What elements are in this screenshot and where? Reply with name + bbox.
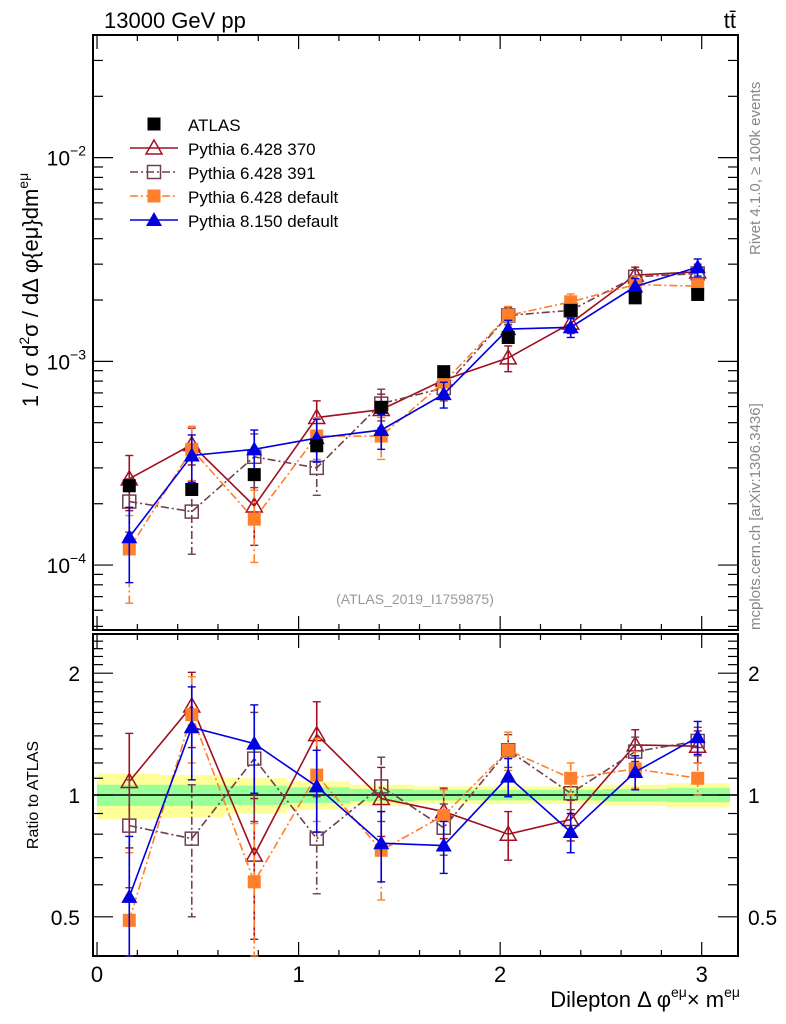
legend-label: Pythia 6.428 391 <box>188 164 316 183</box>
legend-label: Pythia 6.428 370 <box>188 140 316 159</box>
data-point <box>628 291 642 305</box>
y-tick-label: 10−3 <box>47 346 87 374</box>
data-point <box>246 441 263 456</box>
data-point <box>374 400 388 414</box>
main-panel: 10−4 10−3 10−2 <box>47 34 739 631</box>
data-point <box>373 835 390 850</box>
chart-title-right: tt̄ <box>724 8 736 33</box>
series-line <box>128 271 698 508</box>
data-point <box>691 771 705 785</box>
data-point <box>627 763 644 778</box>
data-point <box>691 287 705 301</box>
legend-item-atlas: ATLAS <box>147 116 241 135</box>
rivet-label: Rivet 4.1.0, ≥ 100k events <box>747 82 764 255</box>
legend-item-p6_default: Pythia 6.428 default <box>130 188 339 207</box>
data-point <box>247 875 261 889</box>
data-point <box>498 348 518 365</box>
y-tick-label-right: 1 <box>748 785 760 808</box>
y-tick-label: 10−4 <box>47 550 87 578</box>
data-point <box>121 888 138 903</box>
data-point <box>689 259 706 274</box>
analysis-label: (ATLAS_2019_I1759875) <box>336 591 494 607</box>
data-point <box>183 447 200 462</box>
x-axis-label: Dilepton Δ φeμ× meμ <box>550 984 740 1012</box>
series-line <box>129 272 698 513</box>
data-point <box>437 808 451 822</box>
series-line <box>128 266 698 538</box>
series-p6_391 <box>122 265 705 555</box>
data-point <box>501 308 515 322</box>
x-tick-label: 0 <box>91 962 103 987</box>
series-p6_370 <box>119 262 707 547</box>
legend-marker <box>146 212 162 226</box>
data-point <box>183 719 200 734</box>
data-point <box>247 512 261 526</box>
data-point <box>185 482 199 496</box>
data-point <box>562 319 579 334</box>
x-tick-label: 1 <box>292 962 304 987</box>
data-point <box>437 365 451 379</box>
svg-text:1 / σ d2σ / dΔ φ{eμ}dmeμ: 1 / σ d2σ / dΔ φ{eμ}dmeμ <box>15 173 43 407</box>
series-line <box>128 712 698 921</box>
y-tick-label-right: 0.5 <box>748 907 777 930</box>
data-point <box>122 479 136 493</box>
data-point <box>373 779 389 794</box>
series-p8_default <box>121 686 706 957</box>
data-point <box>310 439 324 453</box>
data-point <box>184 504 200 519</box>
data-point <box>435 837 452 852</box>
series-p6_default <box>122 275 705 604</box>
data-point <box>122 818 137 833</box>
data-point <box>121 529 138 544</box>
data-point <box>435 386 452 401</box>
data-point <box>564 771 578 785</box>
legend-item-p6_391: Pythia 6.428 391 <box>130 164 316 183</box>
data-point <box>627 278 644 293</box>
legend-marker <box>147 189 161 203</box>
ratio-panel: 0 1 2 3 0.5 0.5 1 1 2 2 <box>51 633 777 987</box>
series-atlas <box>122 287 705 496</box>
chart-title-left: 13000 GeV pp <box>104 8 246 33</box>
main-y-axis-label: 1 / σ d2σ / dΔ φ{eμ}dmeμ <box>15 173 43 407</box>
main-frame <box>92 34 739 631</box>
legend-label: Pythia 6.428 default <box>188 188 339 207</box>
series-line <box>128 283 698 550</box>
y-tick-label: 2 <box>68 663 80 686</box>
y-tick-label-right: 2 <box>748 663 760 686</box>
legend-label: ATLAS <box>188 116 241 135</box>
legend-item-p6_370: Pythia 6.428 370 <box>130 138 316 159</box>
data-point <box>501 330 515 344</box>
legend-label: Pythia 8.150 default <box>188 212 339 231</box>
data-point <box>373 422 390 437</box>
svg-text:Dilepton Δ φeμ× meμ: Dilepton Δ φeμ× meμ <box>550 984 740 1012</box>
data-point <box>689 729 706 744</box>
legend-marker <box>144 138 164 155</box>
data-point <box>246 735 263 750</box>
data-point <box>501 743 515 757</box>
series-line <box>128 726 699 898</box>
data-point <box>371 789 391 806</box>
legend-item-p8_default: Pythia 8.150 default <box>130 212 339 231</box>
data-point <box>184 831 200 846</box>
legend: ATLAS Pythia 6.428 370 Pythia 6.428 391 Pyt… <box>130 116 339 231</box>
x-tick-label: 3 <box>696 962 708 987</box>
data-point <box>564 303 578 317</box>
data-point <box>247 468 261 482</box>
data-point <box>498 824 518 841</box>
data-point <box>308 778 325 793</box>
series-line <box>128 704 698 858</box>
data-point <box>562 824 579 839</box>
legend-marker <box>146 164 162 180</box>
y-tick-label: 1 <box>68 785 80 808</box>
x-tick-label: 2 <box>494 962 506 987</box>
series-p8_default <box>121 258 706 584</box>
ratio-y-axis-label: Ratio to ATLAS <box>25 741 42 849</box>
y-tick-label: 0.5 <box>51 907 80 930</box>
mcplots-label: mcplots.cern.ch [arXiv:1306.3436] <box>747 403 764 630</box>
data-point <box>500 768 517 783</box>
legend-marker <box>147 117 161 131</box>
y-tick-label: 10−2 <box>47 143 87 171</box>
